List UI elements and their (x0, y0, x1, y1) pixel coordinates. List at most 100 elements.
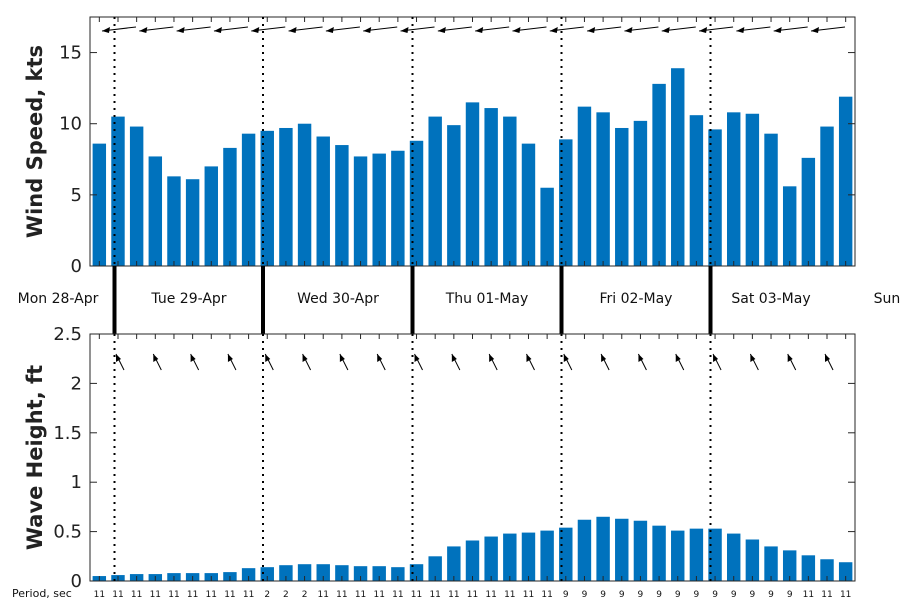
wind-ytick-label: 15 (59, 43, 82, 64)
period-value: 9 (712, 590, 718, 600)
wave-arrow-head (489, 354, 495, 362)
period-value: 11 (318, 590, 329, 600)
wave-arrow-head (414, 354, 420, 362)
period-value: 11 (523, 590, 534, 600)
wind-arrow-head (251, 27, 260, 33)
wave-bar (801, 555, 816, 581)
period-value: 9 (619, 590, 625, 600)
period-value: 11 (803, 590, 814, 600)
wind-arrow-head (325, 27, 334, 33)
period-value: 11 (840, 590, 851, 600)
period-value: 9 (656, 590, 662, 600)
period-value: 9 (750, 590, 756, 600)
period-value: 2 (302, 590, 308, 600)
wave-ytick-label: 1 (71, 472, 82, 493)
wind-bar (111, 116, 125, 266)
wind-bar (764, 133, 778, 266)
period-value: 11 (168, 590, 179, 600)
wave-bar (615, 518, 629, 581)
day-label-strip: Mon 28-Apr Tue 29-Apr Wed 30-Apr Thu 01-May… (18, 266, 900, 334)
wind-arrow-head (288, 27, 297, 33)
wave-arrow-head (787, 354, 793, 362)
wind-arrow-head (475, 27, 484, 33)
wave-arrow-head (153, 354, 159, 362)
wave-arrow-head (601, 354, 607, 362)
period-label: Period, sec (12, 587, 72, 600)
period-value: 11 (206, 590, 217, 600)
wind-ylabel: Wind Speed, kts (23, 45, 47, 238)
period-value: 9 (600, 590, 606, 600)
wave-arrow-head (713, 354, 719, 362)
wind-bar (503, 116, 517, 266)
wind-bar (372, 153, 386, 266)
wave-bar (521, 532, 536, 581)
wave-bar (764, 546, 778, 581)
wind-bar (708, 129, 722, 266)
period-value: 9 (563, 590, 569, 600)
wave-arrow-head (526, 354, 532, 362)
wave-bar (447, 546, 461, 581)
period-value: 11 (411, 590, 422, 600)
wave-bar (241, 568, 256, 581)
wind-bar (297, 123, 312, 267)
wind-bar (596, 112, 610, 266)
period-value: 11 (373, 590, 384, 600)
period-value: 11 (541, 590, 552, 600)
wind-bar (279, 127, 293, 266)
wind-arrow-head (213, 27, 222, 33)
period-value: 9 (638, 590, 644, 600)
wave-bar (708, 528, 722, 581)
wave-arrow-head (563, 354, 569, 362)
wind-bar (465, 102, 480, 267)
wind-bar (167, 176, 181, 266)
wind-bar (652, 83, 666, 267)
wind-bar (727, 112, 741, 266)
day-label: Mon 28-Apr (18, 291, 99, 307)
period-value: 9 (582, 590, 588, 600)
day-label: Sun (874, 291, 900, 307)
wind-bar (671, 68, 685, 266)
period-value: 11 (448, 590, 459, 600)
wave-ytick-label: 0.5 (53, 522, 82, 543)
period-value: 11 (485, 590, 496, 600)
wave-bar (279, 565, 293, 581)
wave-bar (335, 565, 349, 581)
wave-bar (727, 533, 741, 581)
period-value: 11 (224, 590, 235, 600)
wind-arrow-head (587, 27, 596, 33)
period-value: 11 (392, 590, 403, 600)
wave-arrow-head (451, 354, 457, 362)
wind-bar (577, 106, 592, 266)
wind-arrow-head (549, 27, 558, 33)
wind-arrow-head (624, 27, 633, 33)
period-value: 11 (187, 590, 198, 600)
period-value: 11 (131, 590, 142, 600)
wind-bar (204, 166, 218, 266)
wind-arrow-head (661, 27, 670, 33)
wind-bar (316, 136, 330, 266)
wave-bar (353, 566, 368, 581)
wind-bar (782, 186, 797, 266)
wave-bar (465, 540, 480, 581)
wave-ytick-label: 2.5 (53, 324, 82, 345)
period-value: 11 (336, 590, 347, 600)
day-label: Sat 03-May (731, 291, 810, 307)
wind-ytick-label: 10 (59, 114, 82, 135)
wave-bar (782, 550, 797, 581)
wind-bar (745, 113, 760, 266)
day-label: Tue 29-Apr (150, 291, 226, 307)
wave-bar (559, 527, 573, 581)
wind-ytick-label: 5 (71, 185, 82, 206)
wind-arrow-head (811, 27, 820, 33)
wave-bar (745, 539, 760, 581)
period-value: 11 (355, 590, 366, 600)
day-label: Fri 02-May (600, 291, 673, 307)
wave-arrow-head (377, 354, 383, 362)
wind-bar (241, 133, 256, 266)
wave-bar (316, 564, 330, 581)
wind-arrow-head (363, 27, 372, 33)
day-label: Thu 01-May (445, 291, 529, 307)
period-value: 11 (504, 590, 515, 600)
wave-bar (428, 556, 442, 581)
period-value: 11 (150, 590, 161, 600)
